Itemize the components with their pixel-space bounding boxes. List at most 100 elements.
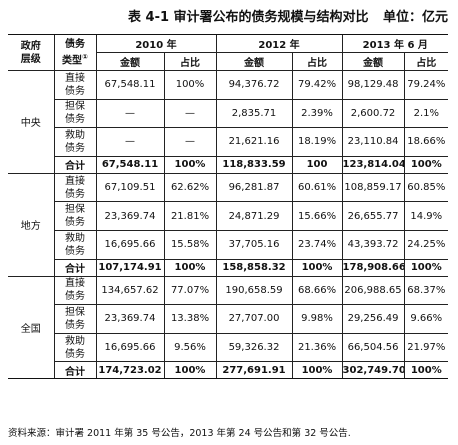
year-2012-header: 2012 年 [215,34,343,53]
level-header-line1: 政府 [20,40,41,52]
amount-cell: 23,369.74 [95,201,164,231]
amount-cell: 67,548.11 [95,70,164,100]
total-share-cell: 100% [163,259,217,277]
debt-type-cell: 担保 债务 [53,99,96,129]
debt-type-line1: 担保 [65,306,85,318]
share-cell: 9.98% [291,304,343,334]
amount-cell: 21,621.16 [215,127,293,157]
share-cell: 21.97% [403,333,449,363]
debt-type-line2: 债务 [65,114,85,126]
debt-type-line1: 救助 [65,129,85,141]
region-cell: 中央 [8,70,54,174]
total-amount-cell: 123,814.04 [341,156,405,174]
amount-cell: 37,705.16 [215,230,293,260]
year-2010-header: 2010 年 [95,34,217,53]
total-share-cell: 100% [403,361,449,380]
share-header: 占比 [291,52,343,71]
amount-cell: 16,695.66 [95,333,164,363]
share-cell: 21.81% [163,201,217,231]
share-cell: 9.56% [163,333,217,363]
share-cell: 14.9% [403,201,449,231]
table-row: 中央 直接 债务 67,548.11 100% 94,376.72 79.42% 98,129… [8,70,449,174]
amount-cell: 134,657.62 [95,276,164,306]
region-cell: 全国 [8,276,54,380]
total-amount-cell: 174,723.02 [95,361,164,380]
debt-type-line1: 救助 [65,232,85,244]
debt-type-cell: 直接 债务 [53,70,96,100]
type-header-text: 类型 [62,55,83,67]
debt-type-line2: 债务 [65,142,85,154]
debt-type-line2: 债务 [65,319,85,331]
type-header-line1: 债务 [65,38,85,50]
total-amount-cell: 277,691.91 [215,361,293,380]
total-amount-cell: 67,548.11 [95,156,164,174]
amount-cell: 16,695.66 [95,230,164,260]
debt-type-line1: 直接 [65,278,85,290]
total-share-cell: 100% [291,361,343,380]
share-cell: 9.66% [403,304,449,334]
amount-cell: 2,835.71 [215,99,293,129]
total-amount-cell: 118,833.59 [215,156,293,174]
share-cell: 60.61% [291,173,343,203]
share-cell: 15.66% [291,201,343,231]
share-cell: 23.74% [291,230,343,260]
total-label: 合计 [53,361,96,380]
table-row: 地方 直接 债务 67,109.51 62.62% 96,281.87 60.61% 108,… [8,173,449,277]
total-amount-cell: 107,174.91 [95,259,164,277]
type-header-line2: 类型① [55,51,96,67]
debt-type-line1: 直接 [65,175,85,187]
share-cell: — [163,99,217,129]
amount-cell: 2,600.72 [341,99,405,129]
total-share-cell: 100% [291,259,343,277]
amount-cell: 96,281.87 [215,173,293,203]
region-cell: 地方 [8,173,54,277]
debt-type-cell: 直接 债务 [53,173,96,203]
title-row: 表 4-1 审计署公布的债务规模与结构对比 单位：亿元 [0,6,458,28]
amount-cell: 67,109.51 [95,173,164,203]
source-note: 资料来源：审计署 2011 年第 35 号公告，2013 年第 24 号公告和第… [8,428,351,439]
debt-type-cell: 直接 债务 [53,276,96,306]
amount-cell: 24,871.29 [215,201,293,231]
share-cell: 2.39% [291,99,343,129]
total-label: 合计 [53,259,96,277]
amount-cell: 43,393.72 [341,230,405,260]
amount-cell: 23,369.74 [95,304,164,334]
total-share-cell: 100% [163,361,217,380]
amount-cell: 94,376.72 [215,70,293,100]
total-row: 合计 67,548.11 100% 118,833.59 100 123,814.04 10… [8,156,449,174]
table-body: 政府 层级 债务 类型① 2010 年 2012 年 2013 年 6 月 金额… [8,34,449,380]
share-cell: 24.25% [403,230,449,260]
share-cell: 13.38% [163,304,217,334]
level-header-line2: 层级 [20,53,41,65]
share-cell: 18.19% [291,127,343,157]
table-row: 全国 直接 债务 134,657.62 77.07% 190,658.59 68.66% 20… [8,276,449,380]
debt-type-cell: 救助 债务 [53,230,96,260]
table-row: 担保 债务 23,369.74 21.81% 24,871.29 15.66% 26,655… [8,201,449,231]
amount-cell: 190,658.59 [215,276,293,306]
debt-type-line2: 债务 [65,217,85,229]
share-header: 占比 [163,52,217,71]
share-cell: 15.58% [163,230,217,260]
table-row: 救助 债务 16,695.66 9.56% 59,326.32 21.36% 66,504.… [8,333,449,363]
share-cell: 79.42% [291,70,343,100]
share-cell: — [163,127,217,157]
total-label: 合计 [53,156,96,174]
amount-header: 金额 [95,52,164,71]
unit-label: 单位：亿元 [382,10,448,25]
table-row: 救助 债务 16,695.66 15.58% 37,705.16 23.74% 43,393… [8,230,449,260]
debt-type-cell: 担保 债务 [53,304,96,334]
total-share-cell: 100% [163,156,217,174]
debt-type-line2: 债务 [65,188,85,200]
year-2013-header: 2013 年 6 月 [341,34,449,53]
share-cell: 68.66% [291,276,343,306]
amount-cell: 26,655.77 [341,201,405,231]
amount-cell: — [95,99,164,129]
debt-type-line1: 担保 [65,204,85,216]
amount-cell: 29,256.49 [341,304,405,334]
debt-type-cell: 担保 债务 [53,201,96,231]
amount-cell: 108,859.17 [341,173,405,203]
share-cell: 79.24% [403,70,449,100]
amount-cell: 98,129.48 [341,70,405,100]
total-row: 合计 174,723.02 100% 277,691.91 100% 302,749.70… [8,361,449,380]
